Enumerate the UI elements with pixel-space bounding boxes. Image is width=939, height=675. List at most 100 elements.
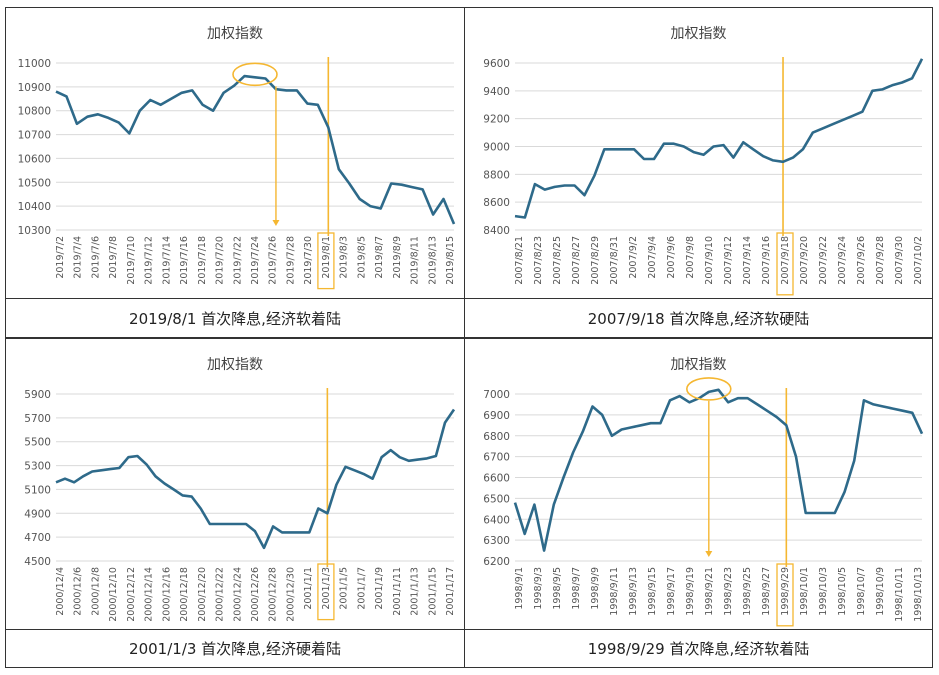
chart-panel-4: 加权指数 7000 6900 6800 6700 6600 6500 6400 6300 6200… <box>464 338 933 668</box>
chart-title: 加权指数 <box>207 357 263 373</box>
chart-panel-2: 加权指数 9600 9400 9200 9000 8800 8600 8400 2007/8/2… <box>464 7 933 338</box>
x-tick-label: 2019/8/5 <box>356 236 367 279</box>
series-line <box>514 58 924 219</box>
chart-title: 加权指数 <box>671 26 727 42</box>
x-tick-label: 2001/1/13 <box>410 567 421 616</box>
x-tick-label: 2019/8/11 <box>410 236 421 285</box>
x-tick-label: 2007/9/16 <box>761 236 772 285</box>
x-tick-label: 2007/9/20 <box>799 236 810 285</box>
x-tick-label: 1998/10/13 <box>913 567 924 622</box>
y-tick-label: 9400 <box>483 86 510 98</box>
y-tick-label: 5900 <box>24 389 51 401</box>
x-tick-label: 2001/1/9 <box>374 567 385 610</box>
arrow-head <box>272 220 280 226</box>
x-tick-label: 2007/9/10 <box>704 236 715 285</box>
x-tick-label: 1998/9/11 <box>609 567 620 616</box>
x-tick-label: 1998/9/23 <box>723 567 734 616</box>
y-tick-label: 5100 <box>24 484 51 496</box>
x-tick-label: 2007/9/6 <box>666 236 677 279</box>
x-tick-label: 2001/1/5 <box>339 567 350 610</box>
x-tick-label: 2019/7/16 <box>179 236 190 285</box>
x-tick-label: 2000/12/10 <box>108 567 119 622</box>
y-tick-label: 10600 <box>18 153 51 165</box>
x-tick-label: 2007/8/27 <box>571 236 582 285</box>
x-tick-label: 2007/9/2 <box>628 236 639 279</box>
x-tick-label: 2019/7/22 <box>232 236 243 285</box>
chart-3-svg: 加权指数 5900 5700 5500 5300 5100 4900 4700 4500 2000… <box>24 357 456 622</box>
x-tick-label: 2007/9/24 <box>837 236 848 285</box>
x-tick-label: 2000/12/22 <box>215 567 226 622</box>
chart-title: 加权指数 <box>671 357 727 373</box>
y-tick-label: 9200 <box>483 114 510 126</box>
x-tick-label: 1998/9/3 <box>533 567 544 610</box>
chart-panel-3: 加权指数 5900 5700 5500 5300 5100 4900 4700 4500 2000… <box>5 338 465 668</box>
x-tick-label: 2007/9/4 <box>647 236 658 279</box>
x-tick-label: 2007/9/28 <box>875 236 886 285</box>
x-tick-label: 2007/8/31 <box>609 236 620 285</box>
y-tick-label: 10400 <box>18 201 51 213</box>
x-tick-label: 2007/9/30 <box>894 236 905 285</box>
x-tick-label: 1998/9/29 <box>780 567 791 616</box>
y-tick-label: 10300 <box>18 225 51 237</box>
x-tick-label: 2000/12/4 <box>55 567 66 616</box>
x-tick-label: 1998/9/7 <box>571 567 582 610</box>
peak-circle <box>686 377 732 401</box>
x-tick-label: 2001/1/3 <box>321 567 332 610</box>
x-tick-label: 2019/7/4 <box>73 236 84 279</box>
x-tick-label: 2019/7/30 <box>303 236 314 285</box>
x-tick-label: 2007/8/25 <box>552 236 563 285</box>
x-tick-label: 2000/12/8 <box>90 567 101 616</box>
x-tick-label: 1998/9/27 <box>761 567 772 616</box>
x-tick-label: 2019/7/6 <box>90 236 101 279</box>
chart-4-svg: 加权指数 7000 6900 6800 6700 6600 6500 6400 6300 6200… <box>483 357 924 627</box>
y-tick-label: 5700 <box>24 413 51 425</box>
peak-circle <box>232 62 278 87</box>
x-tick-label: 2007/8/29 <box>590 236 601 285</box>
x-tick-label: 2019/7/20 <box>215 236 226 285</box>
x-tick-label: 2001/1/1 <box>303 567 314 610</box>
x-tick-label: 2001/1/7 <box>356 567 367 610</box>
chart-title: 加权指数 <box>207 26 263 42</box>
x-tick-label: 1998/9/9 <box>590 567 601 610</box>
x-tick-label: 2019/7/14 <box>161 236 172 285</box>
chart-panel-1: 加权指数 11000 10900 10800 10700 10600 10500 10400 1… <box>5 7 465 338</box>
x-tick-label: 2001/1/11 <box>392 567 403 616</box>
x-tick-label: 2007/9/8 <box>685 236 696 279</box>
x-tick-label: 2019/7/2 <box>55 236 66 279</box>
x-tick-label: 2000/12/14 <box>144 567 155 622</box>
x-tick-label: 1998/10/3 <box>818 567 829 616</box>
x-tick-label: 1998/10/9 <box>875 567 886 616</box>
x-tick-label: 1998/9/19 <box>685 567 696 616</box>
chart-1-caption: 2019/8/1 首次降息,经济软着陆 <box>6 298 464 337</box>
x-tick-label: 1998/9/17 <box>666 567 677 616</box>
x-tick-label: 1998/9/21 <box>704 567 715 616</box>
x-tick-label: 2007/8/21 <box>514 236 525 285</box>
y-tick-label: 6700 <box>483 452 510 464</box>
x-tick-label: 2001/1/15 <box>427 567 438 616</box>
x-tick-label: 1998/9/15 <box>647 567 658 616</box>
x-tick-label: 2007/8/23 <box>533 236 544 285</box>
x-tick-label: 2019/8/15 <box>445 236 456 285</box>
x-tick-label: 2019/8/9 <box>392 236 403 279</box>
y-tick-label: 6500 <box>483 493 510 505</box>
x-tick-label: 2007/10/2 <box>913 236 924 285</box>
x-tick-label: 2019/7/8 <box>108 236 119 279</box>
x-tick-label: 1998/10/7 <box>856 567 867 616</box>
x-tick-label: 2019/8/13 <box>427 236 438 285</box>
x-tick-label: 1998/10/1 <box>799 567 810 616</box>
x-tick-label: 2007/9/12 <box>723 236 734 285</box>
x-tick-label: 2019/7/12 <box>144 236 155 285</box>
y-tick-label: 8600 <box>483 197 510 209</box>
chart-1-svg: 加权指数 11000 10900 10800 10700 10600 10500 10400 1… <box>18 26 456 290</box>
y-tick-label: 6600 <box>483 473 510 485</box>
x-tick-label: 2001/1/17 <box>445 567 456 616</box>
y-tick-label: 5500 <box>24 437 51 449</box>
y-tick-label: 6900 <box>483 410 510 422</box>
x-tick-label: 2007/9/14 <box>742 236 753 285</box>
x-tick-label: 2000/12/24 <box>232 567 243 622</box>
y-tick-label: 10500 <box>18 177 51 189</box>
x-tick-label: 2000/12/18 <box>179 567 190 622</box>
highlight-tick-box <box>317 232 335 290</box>
x-tick-label: 1998/10/11 <box>894 567 905 622</box>
x-tick-label: 2000/12/16 <box>161 567 172 622</box>
